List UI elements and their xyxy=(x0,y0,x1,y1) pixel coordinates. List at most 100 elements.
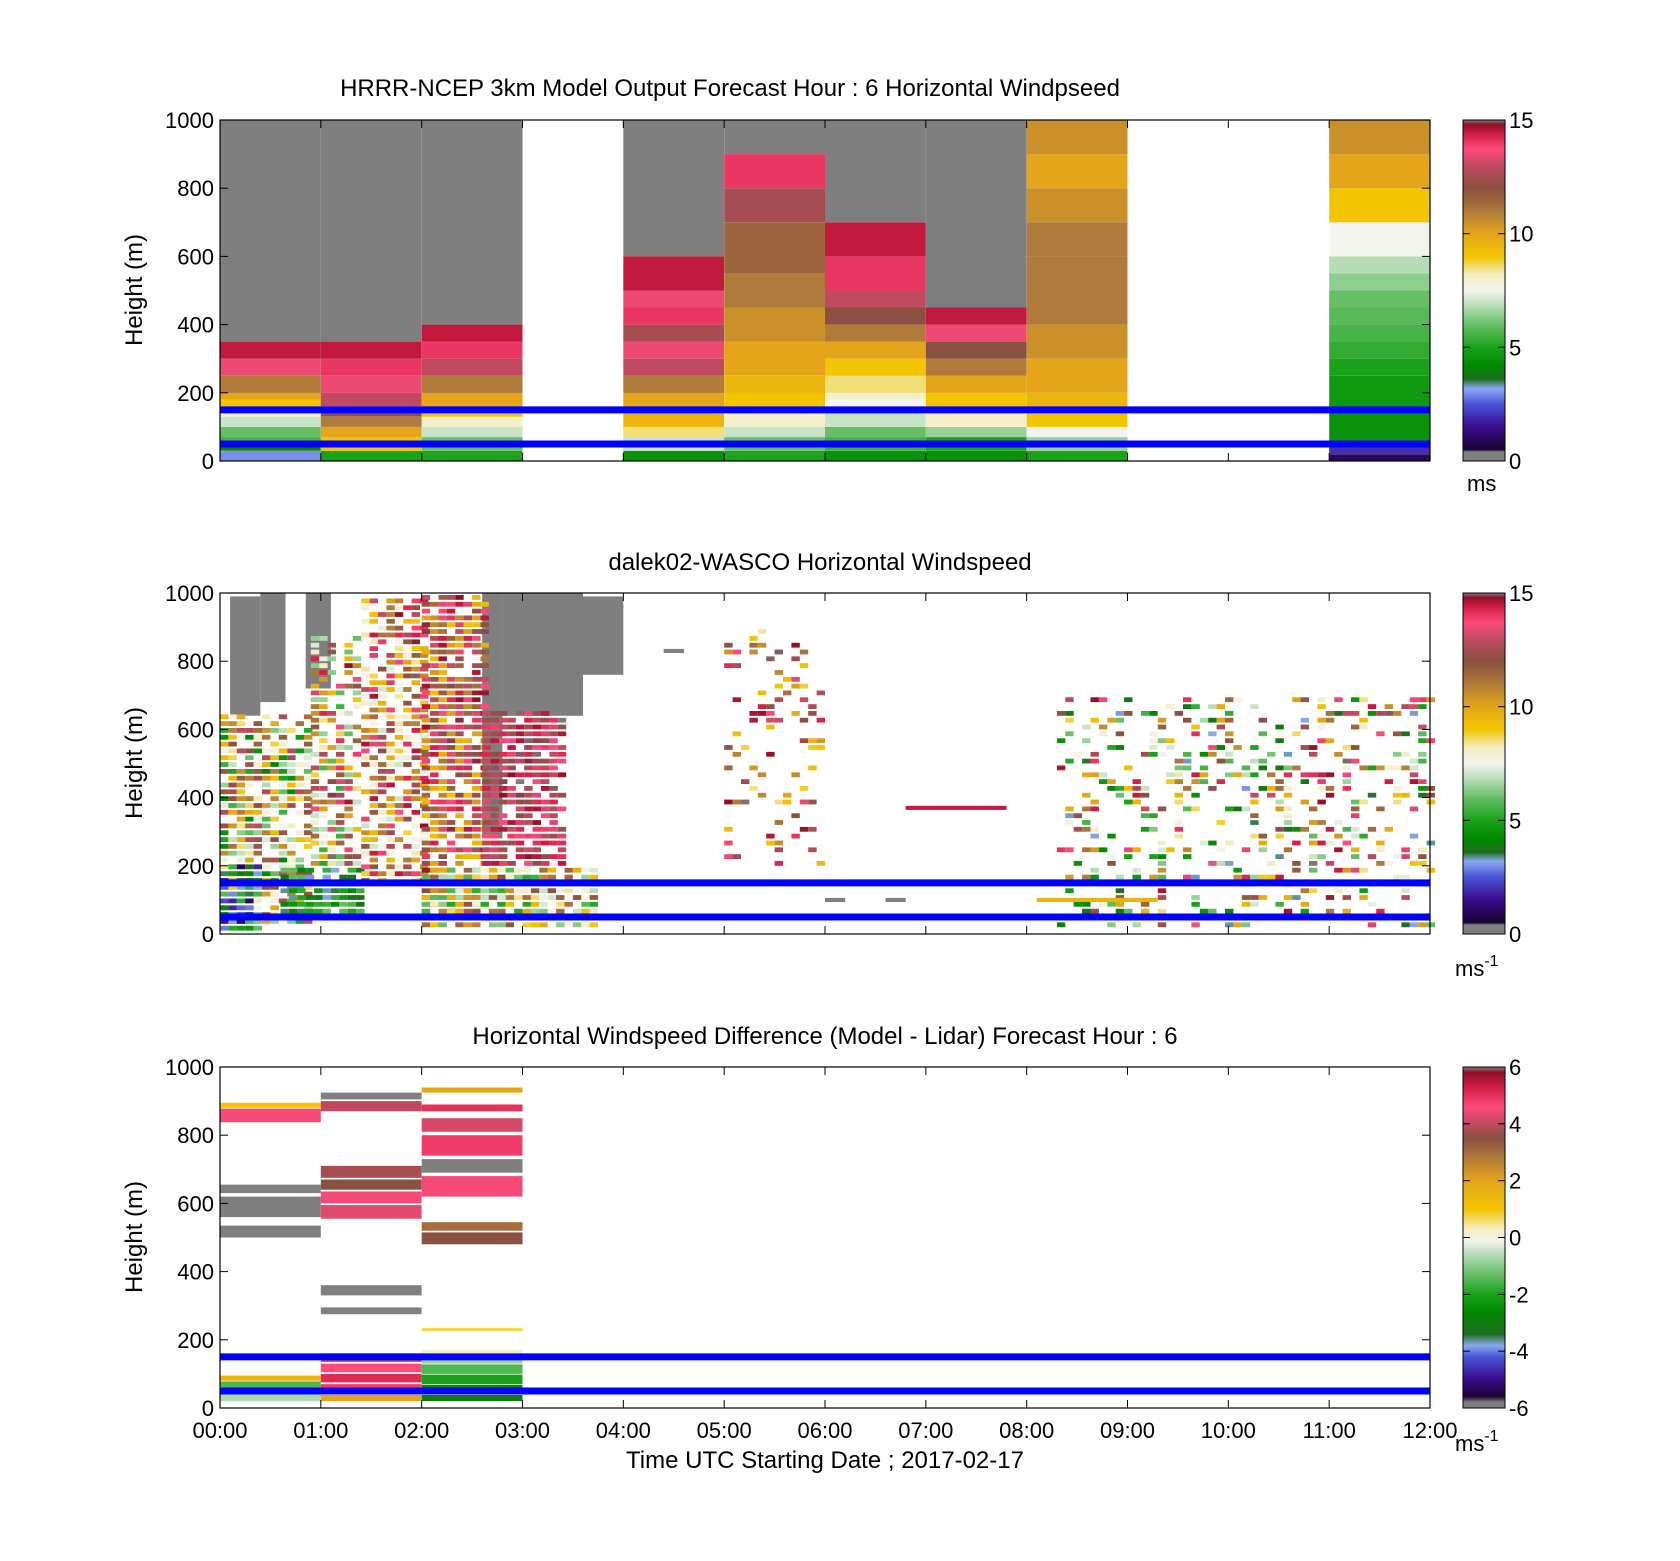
lidar-cell xyxy=(507,786,516,791)
lidar-cell xyxy=(228,864,237,870)
lidar-cell xyxy=(774,697,783,703)
lidar-cell xyxy=(774,683,783,689)
lidar-cell xyxy=(757,792,767,798)
x-tick-label: 04:00 xyxy=(596,1418,651,1443)
lidar-cell xyxy=(1351,867,1360,873)
lidar-cell xyxy=(262,775,271,781)
lidar-cell xyxy=(724,663,733,668)
lidar-cell xyxy=(1342,840,1351,846)
lidar-cell xyxy=(455,888,464,894)
lidar-cell xyxy=(472,792,481,798)
lidar-cell xyxy=(369,653,378,658)
lidar-cell xyxy=(757,690,767,696)
lidar-cell xyxy=(1418,724,1427,730)
lidar-cell xyxy=(480,704,489,709)
lidar-cell xyxy=(1384,861,1393,866)
lidar-missing-block xyxy=(230,596,261,716)
lidar-cell xyxy=(808,745,817,750)
lidar-cell xyxy=(515,772,525,778)
lidar-cell xyxy=(220,871,229,877)
lidar-cell xyxy=(352,799,362,805)
lidar-cell xyxy=(799,717,809,723)
lidar-cell xyxy=(490,820,499,825)
lidar-cell xyxy=(455,629,464,634)
lidar-cell xyxy=(816,745,825,750)
lidar-cell xyxy=(403,707,412,713)
lidar-cell xyxy=(522,922,531,928)
lidar-cell xyxy=(1317,738,1326,744)
lidar-cell xyxy=(386,782,395,788)
lidar-cell xyxy=(463,690,473,696)
lidar-cell xyxy=(245,864,254,870)
lidar-cell xyxy=(369,721,378,726)
lidar-cell xyxy=(403,721,412,726)
lidar-cell xyxy=(1418,751,1427,757)
lidar-cell xyxy=(287,755,296,761)
lidar-cell xyxy=(532,758,541,764)
model-cell xyxy=(1329,443,1430,455)
lidar-cell xyxy=(344,833,353,839)
model-cell xyxy=(925,392,1027,410)
lidar-cell xyxy=(532,738,541,744)
lidar-cell xyxy=(386,857,395,863)
lidar-cell xyxy=(394,796,404,801)
lidar-cell xyxy=(1334,711,1343,716)
lidar-cell xyxy=(245,857,254,863)
lidar-cell xyxy=(1065,711,1074,716)
lidar-cell xyxy=(1166,847,1175,853)
lidar-cell xyxy=(499,826,508,832)
lidar-cell xyxy=(505,874,515,880)
lidar-cell xyxy=(278,850,288,856)
lidar-cell xyxy=(295,864,304,870)
lidar-cell xyxy=(472,717,481,723)
lidar-cell xyxy=(1115,888,1125,894)
lidar-cell xyxy=(1191,731,1200,737)
lidar-cell xyxy=(488,888,498,894)
lidar-cell xyxy=(749,717,758,723)
lidar-cell xyxy=(490,826,499,832)
lidar-cell xyxy=(228,905,237,911)
lidar-cell xyxy=(455,922,464,928)
lidar-cell xyxy=(378,844,387,849)
difference-cell xyxy=(421,1118,523,1132)
lidar-cell xyxy=(236,809,246,815)
lidar-cell xyxy=(490,751,499,757)
lidar-cell xyxy=(1166,704,1175,709)
lidar-cell xyxy=(378,809,387,815)
lidar-missing-block xyxy=(583,596,624,675)
lidar-cell xyxy=(369,850,378,856)
lidar-cell xyxy=(482,758,491,764)
model-cell xyxy=(1026,426,1128,438)
model-cell xyxy=(825,392,926,400)
lidar-cell xyxy=(1233,745,1242,750)
lidar-cell xyxy=(455,758,464,764)
lidar-cell xyxy=(1157,908,1167,914)
lidar-cell xyxy=(1418,731,1427,737)
lidar-cell xyxy=(446,779,456,784)
lidar-cell xyxy=(253,823,262,829)
lidar-cell xyxy=(1183,697,1192,703)
y-tick-label: 0 xyxy=(202,1396,214,1421)
model-cell xyxy=(623,120,725,257)
lidar-cell xyxy=(515,711,525,716)
lidar-cell xyxy=(394,653,404,658)
lidar-cell xyxy=(1334,833,1343,839)
lidar-cell xyxy=(278,728,288,733)
lidar-cell xyxy=(278,796,288,801)
lidar-cell xyxy=(236,830,246,836)
lidar-cell xyxy=(278,755,288,761)
x-tick-label: 05:00 xyxy=(697,1418,752,1443)
lidar-cell xyxy=(310,861,320,866)
lidar-cell xyxy=(220,864,229,870)
lidar-cell xyxy=(1132,792,1141,798)
lidar-cell xyxy=(339,874,348,880)
lidar-cell xyxy=(253,728,262,733)
lidar-cell xyxy=(352,683,362,689)
lidar-cell xyxy=(344,656,353,662)
lidar-cell xyxy=(304,762,313,767)
lidar-cell xyxy=(245,816,254,822)
lidar-cell xyxy=(507,772,516,778)
lidar-cell xyxy=(319,731,328,737)
lidar-cell xyxy=(488,874,498,880)
